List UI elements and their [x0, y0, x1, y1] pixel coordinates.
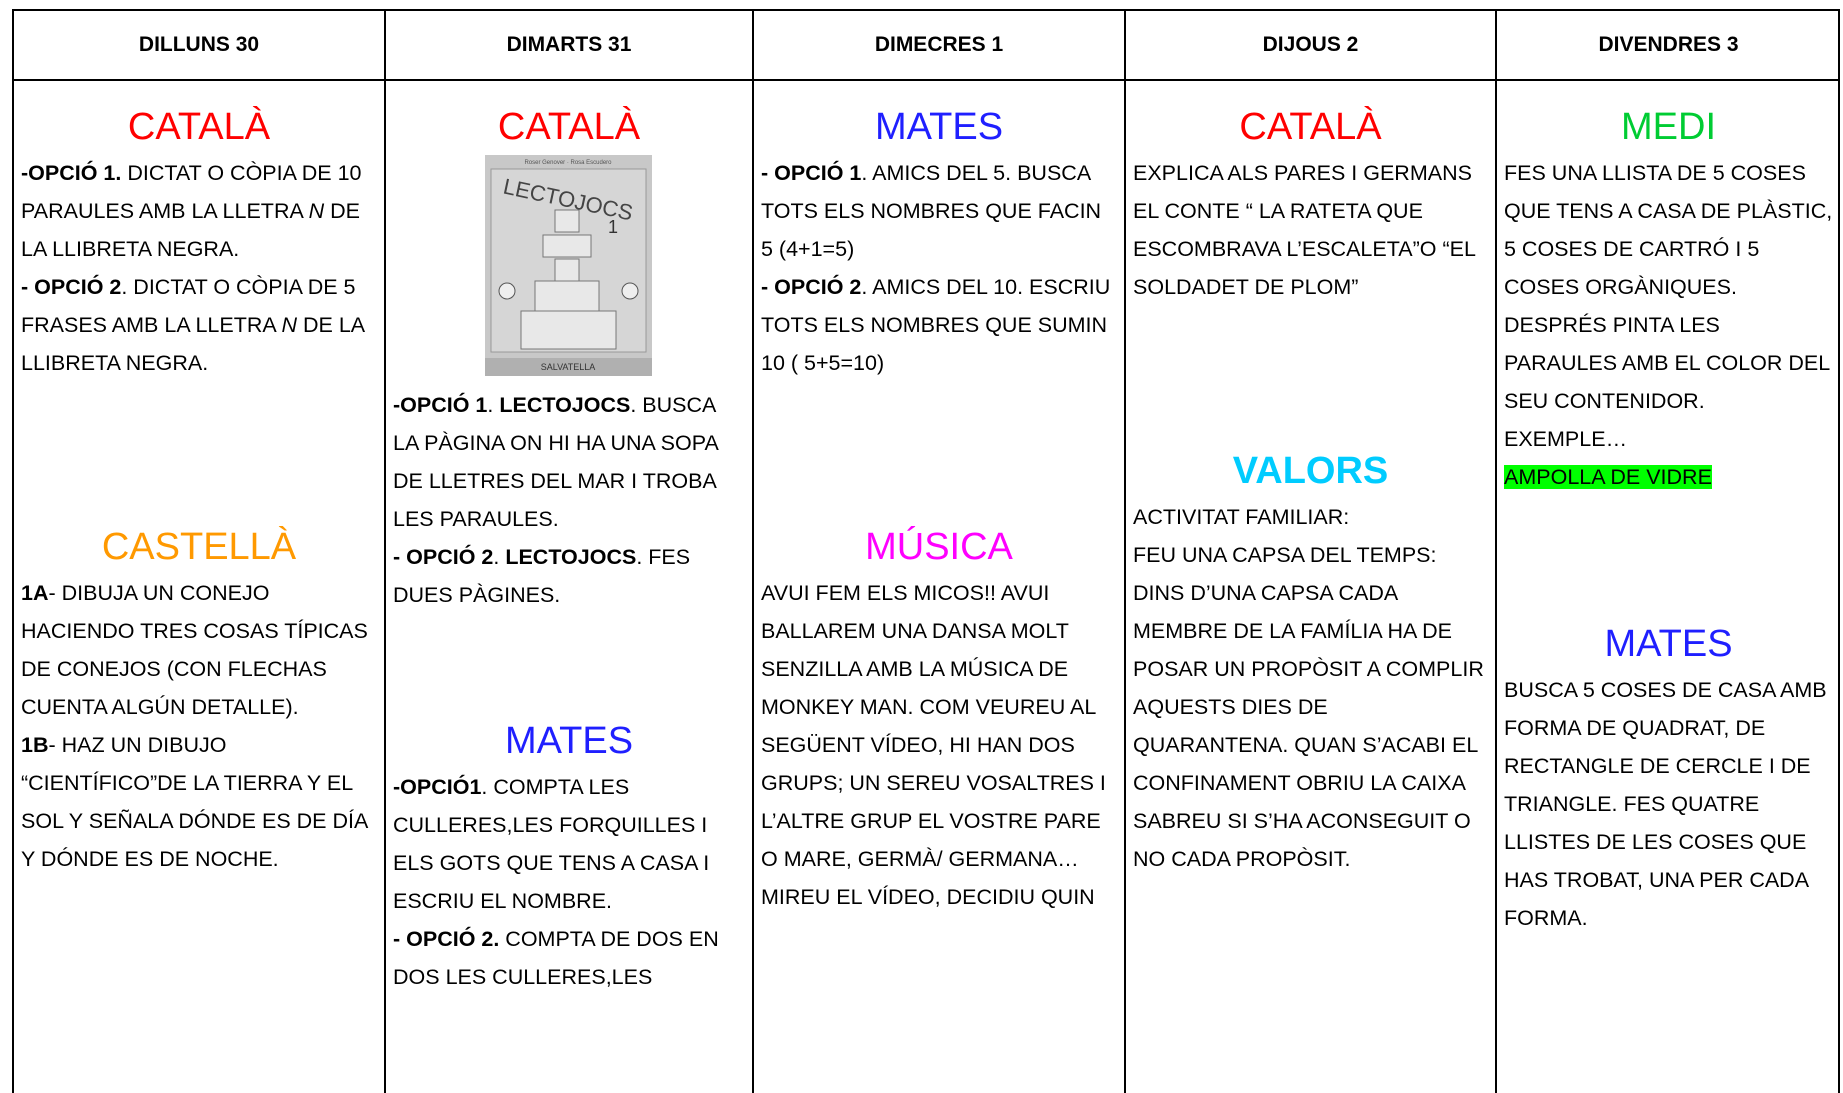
subject-heading: MATES [1604, 623, 1733, 665]
text-run: - DIBUJA UN CONEJO HACIENDO TRES COSAS T… [21, 581, 368, 719]
text-run: FEU UNA CAPSA DEL TEMPS: DINS D’UNA CAPS… [1133, 543, 1484, 871]
text-run-bold: -OPCIÓ 1. [21, 161, 122, 185]
paragraph: - OPCIÓ 2. LECTOJOCS. FES DUES PÀGINES. [393, 538, 745, 614]
day-header: DIMARTS 31 [386, 11, 752, 81]
text-run-bold: - OPCIÓ 2. [393, 927, 500, 951]
text-run-italic: N [308, 199, 325, 223]
paragraph: FEU UNA CAPSA DEL TEMPS: DINS D’UNA CAPS… [1133, 536, 1488, 878]
paragraph: -OPCIÓ 1. LECTOJOCS. BUSCA LA PÀGINA ON … [393, 386, 745, 538]
text-run: . [493, 545, 506, 569]
paragraph: - OPCIÓ 2. DICTAT O CÒPIA DE 5 FRASES AM… [21, 268, 377, 382]
text-run-bold: - OPCIÓ 1 [761, 161, 862, 185]
castle-block [554, 209, 580, 233]
section-text: AVUI FEM ELS MICOS!! AVUI BALLAREM UNA D… [761, 574, 1117, 916]
castle-block [520, 310, 617, 350]
paragraph: - OPCIÓ 2. COMPTA DE DOS EN DOS LES CULL… [393, 920, 745, 996]
text-run: DICTAT O CÒPIA DE 10 PARAULES AMB LA LLE… [21, 161, 362, 223]
text-run-bold: LECTOJOCS [505, 545, 637, 569]
cover-number: 1 [608, 217, 618, 237]
subject-heading: MEDI [1621, 106, 1716, 148]
paragraph: ACTIVITAT FAMILIAR: [1133, 498, 1488, 536]
castle-block [542, 234, 592, 258]
text-run: COMPTA DE DOS EN DOS LES CULLERES,LES [393, 927, 719, 989]
section-text: - OPCIÓ 1. AMICS DEL 5. BUSCA TOTS ELS N… [761, 154, 1117, 382]
paragraph: - OPCIÓ 2. AMICS DEL 10. ESCRIU TOTS ELS… [761, 268, 1117, 382]
text-run: . [487, 393, 500, 417]
paragraph: AVUI FEM ELS MICOS!! AVUI BALLAREM UNA D… [761, 574, 1117, 916]
subject-heading: CATALÀ [1239, 106, 1382, 148]
publisher-bar [485, 358, 652, 376]
subject-heading: VALORS [1232, 450, 1389, 492]
text-run: . DICTAT O CÒPIA DE 5 FRASES AMB LA LLET… [21, 275, 356, 337]
section-text: ACTIVITAT FAMILIAR: FEU UNA CAPSA DEL TEM… [1133, 498, 1488, 878]
text-run-highlight: AMPOLLA DE VIDRE [1504, 465, 1712, 489]
text-run-bold: LECTOJOCS [499, 393, 631, 417]
paragraph: - OPCIÓ 1. AMICS DEL 5. BUSCA TOTS ELS N… [761, 154, 1117, 268]
subject-heading: MATES [504, 720, 634, 762]
section-text: EXPLICA ALS PARES I GERMANS EL CONTE “ L… [1133, 154, 1488, 306]
subject-heading: MATES [874, 106, 1004, 148]
text-run: AVUI FEM ELS MICOS!! AVUI BALLAREM UNA D… [761, 581, 1106, 909]
text-run-bold: - OPCIÓ 2 [21, 275, 122, 299]
section-text: BUSCA 5 COSES DE CASA AMB FORMA DE QUADR… [1504, 671, 1833, 937]
text-run: . FES DUES PÀGINES. [393, 545, 691, 607]
castle-block [554, 258, 580, 282]
text-run: EXEMPLE… [1504, 427, 1628, 451]
book-cover: Roser Genover · Rosa EscuderoLECTOJOCS1S… [485, 155, 652, 376]
day-header: DIVENDRES 3 [1497, 11, 1840, 81]
paragraph: AMPOLLA DE VIDRE [1504, 458, 1833, 496]
cover-publisher: SALVATELLA [541, 362, 596, 372]
paragraph: 1A- DIBUJA UN CONEJO HACIENDO TRES COSAS… [21, 574, 377, 726]
day-column: DIJOUS 2 CATALÀ EXPLICA ALS PARES I GERMAN… [1124, 11, 1495, 1093]
day-column: DILLUNS 30 CATALÀ -OPCIÓ 1. DICTAT O CÒPIA… [14, 11, 384, 1093]
text-run-bold: - OPCIÓ 2 [393, 545, 494, 569]
text-run-italic: N [281, 313, 298, 337]
paragraph: 1B- HAZ UN DIBUJO “CIENTÍFICO”DE LA TIER… [21, 726, 377, 878]
section-text: FES UNA LLISTA DE 5 COSES QUE TENS A CAS… [1504, 154, 1833, 496]
text-run: . AMICS DEL 10. ESCRIU TOTS ELS NOMBRES … [761, 275, 1111, 375]
text-run: FES UNA LLISTA DE 5 COSES QUE TENS A CAS… [1504, 161, 1833, 413]
section-text: -OPCIÓ 1. DICTAT O CÒPIA DE 10 PARAULES … [21, 154, 377, 382]
figure-head [621, 282, 639, 300]
text-run-bold: - OPCIÓ 2 [761, 275, 862, 299]
text-run: DE LA LLIBRETA NEGRA. [21, 313, 364, 375]
day-header: DIMECRES 1 [754, 11, 1124, 81]
text-run-bold: -OPCIÓ1 [393, 775, 482, 799]
castle-block [534, 280, 600, 312]
paragraph: -OPCIÓ1. COMPTA LES CULLERES,LES FORQUIL… [393, 768, 745, 920]
text-run: EXPLICA ALS PARES I GERMANS EL CONTE “ L… [1133, 161, 1476, 299]
text-run: - HAZ UN DIBUJO “CIENTÍFICO”DE LA TIERRA… [21, 733, 368, 871]
subject-heading: CASTELLÀ [101, 526, 297, 568]
figure-head [498, 282, 516, 300]
paragraph: EXPLICA ALS PARES I GERMANS EL CONTE “ L… [1133, 154, 1488, 306]
section-text: -OPCIÓ 1. LECTOJOCS. BUSCA LA PÀGINA ON … [393, 386, 745, 614]
day-column: DIMARTS 31 CATALÀ Roser Genover · Rosa Esc… [384, 11, 752, 1093]
text-run: . BUSCA LA PÀGINA ON HI HA UNA SOPA DE L… [393, 393, 718, 531]
text-run-bold: -OPCIÓ 1 [393, 393, 488, 417]
day-column: DIVENDRES 3 MEDI FES UNA LLISTA DE 5 COSES… [1495, 11, 1840, 1093]
day-header: DIJOUS 2 [1126, 11, 1495, 81]
section-text: 1A- DIBUJA UN CONEJO HACIENDO TRES COSAS… [21, 574, 377, 878]
text-run: ACTIVITAT FAMILIAR: [1133, 505, 1350, 529]
text-run: . AMICS DEL 5. BUSCA TOTS ELS NOMBRES QU… [761, 161, 1102, 261]
paragraph: -OPCIÓ 1. DICTAT O CÒPIA DE 10 PARAULES … [21, 154, 377, 268]
paragraph: BUSCA 5 COSES DE CASA AMB FORMA DE QUADR… [1504, 671, 1833, 937]
text-run: DE LA LLIBRETA NEGRA. [21, 199, 360, 261]
day-column: DIMECRES 1 MATES - OPCIÓ 1. AMICS DEL 5. B… [752, 11, 1124, 1093]
text-run-bold: 1A [21, 581, 49, 605]
section-text: -OPCIÓ1. COMPTA LES CULLERES,LES FORQUIL… [393, 768, 745, 996]
paragraph: EXEMPLE… [1504, 420, 1833, 458]
paragraph: FES UNA LLISTA DE 5 COSES QUE TENS A CAS… [1504, 154, 1833, 420]
text-run: BUSCA 5 COSES DE CASA AMB FORMA DE QUADR… [1504, 678, 1827, 930]
text-run-bold: 1B [21, 733, 49, 757]
cover-authors: Roser Genover · Rosa Escudero [524, 160, 612, 166]
subject-heading: MÚSICA [865, 526, 1013, 568]
text-run: . COMPTA LES CULLERES,LES FORQUILLES I E… [393, 775, 710, 913]
subject-heading: CATALÀ [127, 106, 271, 148]
subject-heading: CATALÀ [497, 106, 641, 148]
day-header: DILLUNS 30 [14, 11, 384, 81]
schedule-table: DILLUNS 30 CATALÀ -OPCIÓ 1. DICTAT O CÒPIA… [12, 9, 1840, 1093]
